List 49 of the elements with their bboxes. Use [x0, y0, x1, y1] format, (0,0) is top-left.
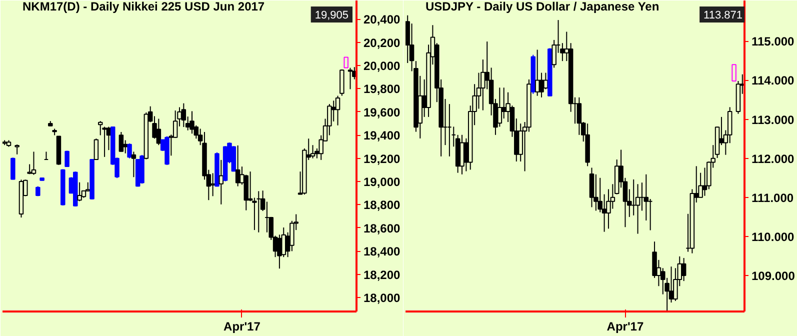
chart-title: USDJPY - Daily US Dollar / Japanese Yen: [426, 0, 660, 14]
candlestick: [635, 184, 640, 234]
candlestick: [98, 120, 103, 136]
y-tick-label: 20,400: [364, 12, 401, 27]
candlestick: [131, 151, 136, 178]
y-tick-label: 113.000: [752, 112, 795, 127]
candlestick: [77, 182, 82, 202]
candlestick: [732, 64, 736, 82]
candlestick: [94, 138, 99, 160]
candlestick: [127, 142, 132, 159]
annotation: 19,905: [314, 10, 349, 22]
candlestick: [218, 159, 224, 205]
candlestick: [681, 257, 686, 282]
y-tick-label: 109.000: [752, 269, 796, 284]
y-tick-label: 114.000: [752, 74, 795, 88]
annotation: 113.871: [704, 10, 743, 22]
chart-title: NKM17(D) - Daily Nikkei 225 USD Jun 2017: [22, 0, 265, 14]
y-tick-label: 19,400: [364, 128, 401, 143]
y-tick-label: 18,400: [364, 244, 401, 259]
y-tick-label: 19,000: [364, 175, 401, 190]
candlestick: [10, 157, 16, 180]
y-tick-label: 18,600: [364, 221, 401, 236]
x-tick-label: Apr'17: [224, 320, 261, 334]
y-tick-label: 19,200: [364, 152, 401, 166]
y-tick-label: 19,600: [364, 105, 401, 120]
y-tick-label: 19,800: [364, 82, 401, 96]
y-tick-label: 18,800: [364, 198, 401, 212]
candlestick: [348, 67, 353, 90]
candlestick: [156, 118, 162, 146]
y-tick-label: 20,200: [364, 36, 401, 50]
y-tick-label: 20,000: [364, 58, 401, 73]
candlestick: [118, 131, 124, 152]
candlestick: [335, 95, 340, 126]
candlestick: [460, 134, 464, 175]
candlestick: [14, 144, 20, 155]
candlestick: [181, 102, 186, 128]
y-tick-label: 110.000: [752, 230, 795, 244]
y-tick-label: 115.000: [752, 34, 795, 49]
candlestick: [190, 110, 194, 134]
y-tick-label: 18,200: [364, 268, 401, 282]
y-tick-label: 111.000: [752, 190, 794, 205]
y-tick-label: 18,000: [364, 291, 401, 306]
y-tick-label: 112.000: [752, 152, 795, 166]
x-tick-label: Apr'17: [606, 320, 644, 334]
candlestick: [589, 167, 594, 208]
candlestick: [31, 151, 36, 176]
candlestick: [497, 87, 502, 128]
candlestick: [64, 150, 70, 168]
candlestick: [539, 72, 544, 98]
